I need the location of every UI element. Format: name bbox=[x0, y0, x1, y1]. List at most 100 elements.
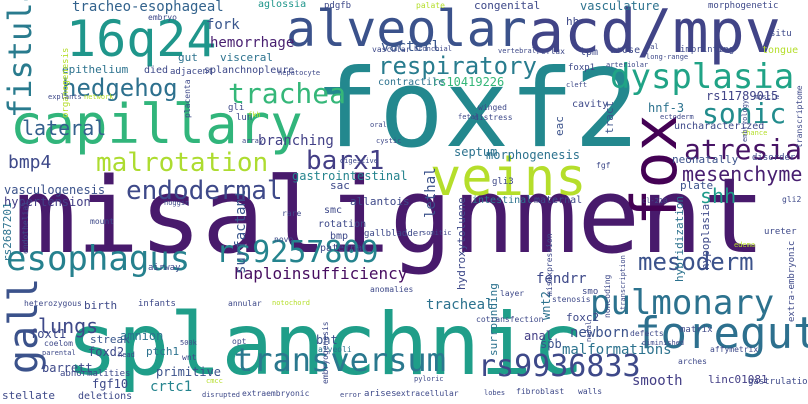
word-tracheo-esophageal: tracheo-esophageal bbox=[72, 0, 224, 15]
word-bronchial: bronchial bbox=[414, 45, 452, 53]
word-rare: rare bbox=[282, 209, 302, 218]
word-embryogenesis: embryogenesis bbox=[321, 321, 330, 384]
word-defects: defects bbox=[630, 329, 664, 338]
word-branching: branching bbox=[258, 133, 334, 149]
word-organogenesis: organogenesis bbox=[61, 47, 71, 118]
word-foxl1: foxl1 bbox=[30, 327, 67, 341]
word-pyloric: pyloric bbox=[414, 375, 444, 383]
word-septum: septum bbox=[454, 145, 498, 159]
word-hnf-3: hnf-3 bbox=[648, 101, 685, 115]
word-cleft: cleft bbox=[566, 81, 588, 89]
word-embryo: embryo bbox=[148, 13, 177, 22]
word-rs2687201: rs2687201 bbox=[1, 202, 14, 262]
word-rotation: rotation bbox=[318, 219, 367, 230]
word-mesenchyme: mesenchyme bbox=[682, 162, 803, 186]
word-foxf2: foxf2 bbox=[314, 47, 640, 172]
word-500k: 500k bbox=[180, 339, 197, 347]
word-plate: plate bbox=[680, 179, 714, 192]
word-fork: fork bbox=[206, 17, 240, 33]
word-malrotation: malrotation bbox=[96, 148, 269, 178]
word-chance: chance bbox=[742, 129, 768, 137]
word-foxc2: foxc2 bbox=[566, 311, 600, 324]
word-oral: oral bbox=[370, 121, 387, 129]
word-mesoderm: mesoderm bbox=[638, 248, 754, 276]
word-affymetrix: affymetrix bbox=[710, 345, 759, 354]
word-array: array bbox=[242, 137, 264, 145]
word-fistula: fistula bbox=[1, 0, 39, 118]
word-malformations: malformations bbox=[562, 342, 672, 358]
word-paternal: paternal bbox=[320, 243, 369, 254]
word-respiratory: respiratory bbox=[378, 52, 537, 80]
word-birth: birth bbox=[84, 299, 118, 312]
word-anomalies: anomalies bbox=[370, 285, 414, 294]
word-fgf: fgf bbox=[596, 161, 611, 170]
word-smooth: smooth bbox=[632, 373, 683, 389]
word-transcription: transcription bbox=[619, 255, 627, 310]
word-spb: spb bbox=[540, 337, 562, 351]
word-palate: palate bbox=[416, 1, 445, 10]
word-fgf10: fgf10 bbox=[92, 377, 129, 391]
word-streak: streak bbox=[90, 333, 130, 346]
word-matrix: matrix bbox=[680, 325, 713, 335]
word-network: network bbox=[84, 93, 114, 101]
word-anal: anal bbox=[524, 329, 553, 343]
word-lethal: lethal bbox=[423, 167, 439, 218]
word-linc01081: linc01081 bbox=[708, 373, 768, 386]
word-pal: pal bbox=[646, 43, 659, 51]
word-placenta: placenta bbox=[183, 79, 192, 118]
word-arises: arises bbox=[364, 389, 397, 399]
word-imprinting: imprinting bbox=[680, 45, 735, 55]
word-disrupted: disrupted bbox=[202, 391, 240, 399]
word-foregut: foregut bbox=[634, 308, 808, 359]
word-alveolar: alveolar bbox=[286, 0, 527, 58]
word-abnormalities: abnormalities bbox=[60, 369, 131, 379]
word-fetal: fetal bbox=[458, 113, 480, 121]
word-hypoplasia: hypoplasia bbox=[699, 203, 712, 270]
word-error: error bbox=[340, 391, 362, 399]
word-atresia: atresia bbox=[684, 133, 803, 166]
word-arches: arches bbox=[678, 357, 707, 366]
word-nodal: nodal bbox=[585, 320, 593, 342]
word-heterozygous: heterozygous bbox=[24, 299, 82, 308]
word-transversum: transversum bbox=[234, 341, 446, 379]
word-hh: hh bbox=[566, 15, 580, 28]
word-notochord: notochord bbox=[272, 299, 310, 307]
word-barx1: barx1 bbox=[306, 146, 385, 176]
word-long-range: long-range bbox=[646, 53, 689, 61]
word-lpm: lpm bbox=[580, 47, 599, 58]
word-gastrulation: gastrulation bbox=[748, 377, 808, 387]
word-gli2: gli2 bbox=[782, 195, 802, 204]
word-tract: tract bbox=[603, 100, 616, 134]
word-hybridization: hybridization bbox=[673, 195, 686, 282]
word-pulmonary: pulmonary bbox=[590, 283, 775, 323]
word-parental: parental bbox=[42, 349, 76, 357]
word-somitic: somitic bbox=[422, 229, 452, 237]
word-intestinal: intestinal bbox=[472, 195, 533, 206]
word-wnt: wnt bbox=[182, 353, 197, 362]
word-lungs: lungs bbox=[38, 314, 99, 338]
word-newborn: newborn bbox=[570, 325, 630, 341]
word-gli: gli bbox=[228, 103, 245, 113]
word-rs10419226: rs10419226 bbox=[432, 75, 505, 89]
word-misalignment: misalignment bbox=[14, 155, 766, 277]
word-arose: arose bbox=[610, 45, 641, 56]
word-vertebral: vertebral bbox=[498, 47, 536, 55]
word-crtc1: crtc1 bbox=[150, 379, 193, 395]
word-morphogenetic: morphogenetic bbox=[708, 1, 779, 11]
word-novo: novo bbox=[274, 235, 294, 244]
word-lun: lun bbox=[236, 113, 253, 123]
word-hemorrhage: hemorrhage bbox=[210, 35, 295, 51]
word-reflux: reflux bbox=[536, 47, 565, 56]
word-haploinsufficiency: haploinsufficiency bbox=[234, 264, 408, 283]
word-endodermal: endodermal bbox=[126, 176, 283, 206]
word-hydroxytoluene: hydroxytoluene bbox=[455, 197, 468, 290]
word-amnion: amnion bbox=[120, 329, 164, 343]
word-visceral: visceral bbox=[220, 51, 273, 64]
word-gli3: gli3 bbox=[492, 177, 514, 187]
word-adjacent: adjacent bbox=[170, 67, 214, 77]
word-ptch1: ptch1 bbox=[146, 345, 180, 358]
word-splanchnopleure: splanchnopleure bbox=[204, 65, 295, 76]
word-lobes: lobes bbox=[484, 389, 506, 397]
word-gastrointestinal: gastrointestinal bbox=[292, 169, 408, 183]
